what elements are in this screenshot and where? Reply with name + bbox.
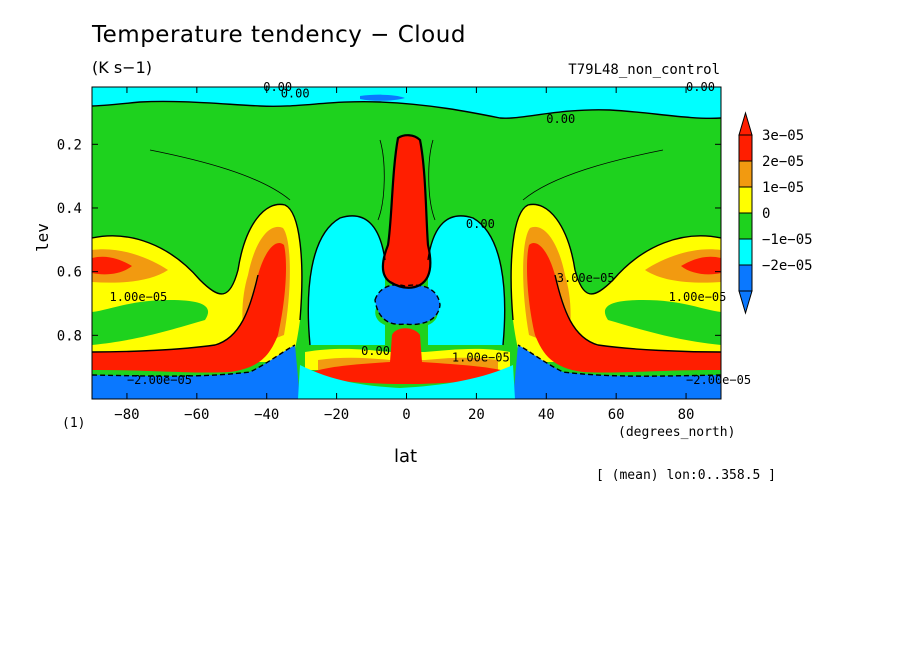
- y-tick-label: 0.6: [57, 265, 82, 281]
- contour-label: 1.00e−05: [669, 290, 727, 304]
- y-axis-label: lev: [32, 223, 52, 252]
- x-tick-label: 0: [402, 407, 410, 423]
- contour-label: 0.00: [466, 217, 495, 231]
- contour-label: 0.00: [281, 86, 310, 100]
- contour-label: 0.00: [686, 80, 715, 94]
- contour-label: 0.00: [546, 112, 575, 126]
- colorbar-label: 3e−05: [762, 128, 804, 144]
- contour-lines: [92, 100, 721, 377]
- field-bottom-cyan: [298, 365, 515, 399]
- colorbar-swatch: [738, 134, 753, 162]
- field-right-orange: [523, 226, 721, 350]
- x-tick-label: 20: [468, 407, 485, 423]
- contour-labels: 0.000.00 0.000.000.000.001.00e−05 1.00e−05…: [109, 80, 751, 387]
- x-tick-label: 40: [538, 407, 555, 423]
- averaging-note: [ (mean) lon:0..358.5 ]: [596, 468, 777, 483]
- contour-label: 1.00e−05: [109, 290, 167, 304]
- page-label: (1): [62, 416, 86, 431]
- colorbar-swatch: [738, 264, 753, 292]
- chart-title: Temperature tendency − Cloud: [92, 22, 466, 48]
- field-bottom-blue-left: [92, 345, 300, 399]
- field-left-orange: [92, 226, 290, 350]
- contour-label: 1.00e−05: [452, 351, 510, 365]
- field-left-red: [92, 243, 286, 373]
- colorbar-label: −2e−05: [762, 258, 813, 274]
- heatmap-field: [92, 87, 721, 399]
- x-tick-label: 60: [608, 407, 625, 423]
- experiment-label: T79L48_non_control: [568, 62, 720, 78]
- colorbar-above-triangle: [738, 111, 753, 136]
- x-axis-units: (degrees_north): [618, 425, 736, 440]
- x-axis-label: lat: [394, 446, 418, 467]
- colorbar-swatch: [738, 160, 753, 188]
- contour-label: −2.00e−05: [686, 373, 751, 387]
- colorbar-label: 0: [762, 206, 770, 222]
- colorbar-label: 2e−05: [762, 154, 804, 170]
- x-tick-label: −60: [184, 407, 209, 423]
- field-top-blue: [360, 94, 405, 101]
- contour-label: −2.00e−05: [127, 373, 192, 387]
- units-label: (K s−1): [92, 58, 152, 77]
- y-tick-label: 0.4: [57, 201, 82, 217]
- y-tick-label: 0.2: [57, 137, 82, 153]
- contour-label: 0.00: [263, 80, 292, 94]
- colorbar-swatch: [738, 238, 753, 266]
- field-top-cyan: [92, 87, 721, 119]
- colorbar-below-triangle: [738, 290, 753, 315]
- x-tick-label: −40: [254, 407, 279, 423]
- colorbar-swatch: [738, 186, 753, 214]
- contour-label: 3.00e−05: [557, 271, 615, 285]
- colorbar-swatch: [738, 212, 753, 240]
- colorbar-label: 1e−05: [762, 180, 804, 196]
- contour-label: 0.00: [361, 344, 390, 358]
- colorbar: 3e−05 2e−05 1e−05 0 −1e−05 −2e−05: [738, 111, 813, 315]
- x-tick-label: −20: [324, 407, 349, 423]
- axes: −80 −60 −40 −20 0 20 40 60 80 0.2 0.4 0.6 0.8: [57, 87, 721, 423]
- field-bottom-blue-right: [513, 345, 721, 399]
- x-tick-label: −80: [114, 407, 139, 423]
- field-center-red-lower: [312, 328, 508, 384]
- x-tick-label: 80: [678, 407, 695, 423]
- field-right-red: [527, 243, 721, 373]
- y-tick-label: 0.8: [57, 328, 82, 344]
- colorbar-label: −1e−05: [762, 232, 813, 248]
- field-center-blue: [375, 284, 440, 325]
- field-center-cyan: [308, 215, 505, 345]
